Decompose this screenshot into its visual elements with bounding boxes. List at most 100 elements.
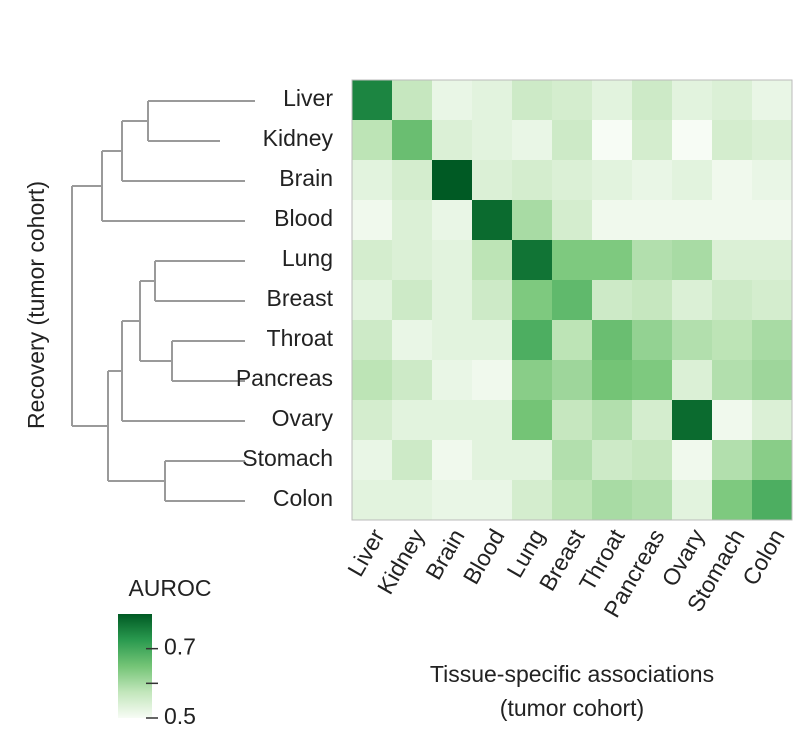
heatmap-cell (352, 360, 392, 400)
heatmap-cell (392, 80, 432, 120)
heatmap-cell (472, 200, 512, 240)
heatmap-cell (632, 200, 672, 240)
heatmap-cell (552, 480, 592, 520)
heatmap-cell (432, 440, 472, 480)
heatmap-cell (712, 280, 752, 320)
heatmap-cell (632, 320, 672, 360)
heatmap-cell (752, 280, 792, 320)
heatmap-cell (432, 360, 472, 400)
heatmap-cell (752, 80, 792, 120)
heatmap-cell (672, 200, 712, 240)
heatmap-cell (432, 280, 472, 320)
heatmap-cell (672, 240, 712, 280)
colorbar-tick-label: 0.5 (164, 703, 196, 729)
heatmap-cell (512, 240, 552, 280)
heatmap-cell (592, 440, 632, 480)
heatmap-cell (592, 400, 632, 440)
heatmap-cell (632, 120, 672, 160)
heatmap-cell (592, 160, 632, 200)
heatmap-cell (352, 240, 392, 280)
heatmap-cell (472, 480, 512, 520)
heatmap-cell (432, 120, 472, 160)
heatmap-cell (712, 480, 752, 520)
heatmap-cell (592, 360, 632, 400)
heatmap-cell (552, 200, 592, 240)
heatmap-cell (512, 160, 552, 200)
colorbar (118, 614, 152, 718)
heatmap-cell (472, 120, 512, 160)
heatmap-cell (712, 440, 752, 480)
heatmap-cell (352, 440, 392, 480)
heatmap-cell (432, 400, 472, 440)
heatmap-cell (672, 480, 712, 520)
heatmap-cell (752, 480, 792, 520)
heatmap-cell (512, 80, 552, 120)
x-tick-label: Colon (737, 525, 790, 590)
heatmap-cell (552, 280, 592, 320)
heatmap-cell (472, 440, 512, 480)
heatmap-cell (392, 240, 432, 280)
heatmap-frame (351, 79, 793, 521)
heatmap-cell (592, 240, 632, 280)
heatmap-cell (752, 320, 792, 360)
heatmap-cell (472, 80, 512, 120)
heatmap-cell (552, 80, 592, 120)
heatmap-cell (712, 200, 752, 240)
y-tick-label: Blood (274, 205, 333, 231)
heatmap-cell (512, 400, 552, 440)
y-tick-label: Stomach (242, 445, 333, 471)
heatmap-cell (352, 200, 392, 240)
heatmap-cell (752, 400, 792, 440)
heatmap-cell (432, 240, 472, 280)
heatmap-cell (592, 120, 632, 160)
heatmap-cell (392, 160, 432, 200)
heatmap-cell (672, 360, 712, 400)
heatmap-cell (712, 120, 752, 160)
y-axis-label: Recovery (tumor cohort) (23, 181, 49, 429)
heatmap-cell (512, 280, 552, 320)
heatmap-cell (392, 280, 432, 320)
heatmap-cell (432, 80, 472, 120)
heatmap-cell (632, 480, 672, 520)
heatmap-cell (552, 320, 592, 360)
heatmap-cell (712, 400, 752, 440)
heatmap-cell (712, 360, 752, 400)
heatmap-cell (672, 160, 712, 200)
heatmap-cell (552, 400, 592, 440)
heatmap-cell (672, 120, 712, 160)
heatmap-cell (592, 80, 632, 120)
heatmap-cell (672, 440, 712, 480)
heatmap-cell (592, 320, 632, 360)
heatmap-cell (752, 160, 792, 200)
y-tick-label: Throat (267, 325, 334, 351)
heatmap-cell (392, 360, 432, 400)
heatmap-cell (592, 280, 632, 320)
heatmap-cell (552, 240, 592, 280)
heatmap-cell (632, 360, 672, 400)
y-tick-label: Kidney (263, 125, 334, 151)
x-tick-label: Blood (458, 525, 510, 589)
heatmap-cell (472, 320, 512, 360)
y-tick-label: Brain (279, 165, 333, 191)
heatmap-cell (752, 120, 792, 160)
heatmap-cell (672, 400, 712, 440)
heatmap-cell (352, 320, 392, 360)
heatmap-cell (632, 400, 672, 440)
heatmap-cell (392, 400, 432, 440)
heatmap-cell (392, 480, 432, 520)
heatmap-cell (712, 240, 752, 280)
dendrogram (71, 100, 255, 502)
heatmap-cell (672, 320, 712, 360)
heatmap-cell (472, 240, 512, 280)
heatmap-cell (552, 440, 592, 480)
y-tick-label: Breast (267, 285, 334, 311)
heatmap-cell (552, 120, 592, 160)
heatmap-cell (432, 480, 472, 520)
heatmap-cell (512, 480, 552, 520)
heatmap-cell (632, 240, 672, 280)
heatmap-cell (752, 360, 792, 400)
heatmap-cell (632, 280, 672, 320)
heatmap-cell (552, 360, 592, 400)
heatmap-cell (352, 400, 392, 440)
heatmap-cell (592, 200, 632, 240)
